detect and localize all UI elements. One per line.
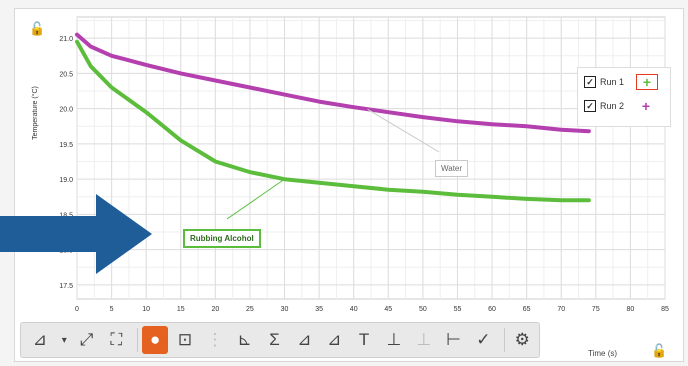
y-axis-label: Temperature (°C) <box>31 86 39 140</box>
settings-icon[interactable]: ⚙ <box>514 330 530 349</box>
examine-icon[interactable]: ⊡ <box>177 330 193 349</box>
y-tick-label: 18.5 <box>59 212 73 219</box>
x-tick-label: 65 <box>523 306 531 313</box>
strip-icon[interactable]: ⊢ <box>446 330 461 349</box>
graph-toolbar: ⊿ ▾ ⤢ ⛶ ● ⊡ ⋮ ⊾ Σ ⊿ ⊿ T ⊥ ⊥ ⊢ ✓ ⚙ <box>20 322 540 358</box>
x-tick-label: 45 <box>384 306 392 313</box>
y-tick-label: 21.0 <box>59 36 73 43</box>
y-tick-label: 19.5 <box>59 142 73 149</box>
graph-options-icon[interactable]: ⤢ <box>79 330 94 349</box>
interpolate-icon[interactable]: ⋮ <box>206 330 224 349</box>
x-tick-label: 50 <box>419 306 427 313</box>
delta-icon[interactable]: ⊥ <box>416 330 432 349</box>
y-tick-label: 17.5 <box>59 283 73 290</box>
chart[interactable]: 0 5 10 15 20 25 30 35 40 45 50 55 60 65 70 75 80 85 17.5 18… <box>15 9 683 361</box>
legend-checkbox-run-1[interactable]: ✓ <box>584 76 596 88</box>
x-tick-label: 30 <box>281 306 289 313</box>
x-tick-label: 80 <box>627 306 635 313</box>
annotation-leader-rubbing-alcohol <box>226 178 285 220</box>
x-tick-label: 20 <box>211 306 219 313</box>
pointer-arrow-icon <box>0 194 152 274</box>
series-line-run-1[interactable] <box>75 39 591 203</box>
x-tick-label: 85 <box>661 306 669 313</box>
y-tick-label: 19.0 <box>59 177 73 184</box>
x-tick-label: 40 <box>350 306 358 313</box>
integral-icon[interactable]: Σ <box>269 330 280 349</box>
axis-icon[interactable]: ⊥ <box>386 330 402 349</box>
legend-label-run-2: Run 2 <box>600 101 625 111</box>
legend-checkbox-run-2[interactable]: ✓ <box>584 100 596 112</box>
x-tick-label: 25 <box>246 306 254 313</box>
x-tick-label: 75 <box>592 306 600 313</box>
graph-panel: 0 5 10 15 20 25 30 35 40 45 50 55 60 65 70 75 80 85 17.5 18… <box>14 8 684 362</box>
x-tick-label: 55 <box>454 306 462 313</box>
statistics-icon[interactable]: ⊾ <box>237 330 252 349</box>
legend-marker-run-1[interactable]: + <box>636 74 658 90</box>
curve-fit-icon[interactable]: ⊿ <box>327 330 342 349</box>
x-tick-label: 5 <box>110 306 114 313</box>
x-tick-label: 15 <box>177 306 185 313</box>
x-axis-label: Time (s) <box>588 349 618 358</box>
tangent-icon[interactable]: ⊿ <box>297 330 312 349</box>
y-tick-label: 20.5 <box>59 71 73 78</box>
graph-type-dropdown-icon[interactable]: ▾ <box>61 334 67 346</box>
legend: ✓ Run 1 + ✓ Run 2 + <box>577 67 671 127</box>
annotation-rubbing-alcohol[interactable]: Rubbing Alcohol <box>183 229 261 248</box>
select-icon[interactable]: ● <box>142 326 169 354</box>
check-icon[interactable]: ✓ <box>476 330 491 349</box>
annotation-icon[interactable]: T <box>358 330 370 349</box>
toolbar-separator <box>137 328 139 352</box>
annotation-water[interactable]: Water <box>435 160 469 177</box>
autoscale-icon[interactable]: ⛶ <box>110 330 123 349</box>
x-tick-label: 60 <box>488 306 496 313</box>
toolbar-separator <box>504 328 506 352</box>
x-tick-label: 35 <box>315 306 323 313</box>
legend-item-run-2[interactable]: ✓ Run 2 + <box>584 98 656 114</box>
x-tick-label: 70 <box>557 306 565 313</box>
lock-icon-top[interactable]: 🔓 <box>29 21 46 36</box>
x-tick-label: 0 <box>75 306 79 313</box>
graph-type-icon[interactable]: ⊿ <box>32 330 48 349</box>
lock-icon-bottom[interactable]: 🔓 <box>651 343 668 358</box>
legend-item-run-1[interactable]: ✓ Run 1 + <box>584 74 658 90</box>
y-tick-label: 20.0 <box>59 107 73 114</box>
annotation-leader-water <box>367 108 440 153</box>
x-tick-label: 10 <box>142 306 150 313</box>
series-line-run-2[interactable] <box>75 32 591 134</box>
legend-label-run-1: Run 1 <box>600 77 625 87</box>
legend-marker-run-2[interactable]: + <box>641 98 651 114</box>
